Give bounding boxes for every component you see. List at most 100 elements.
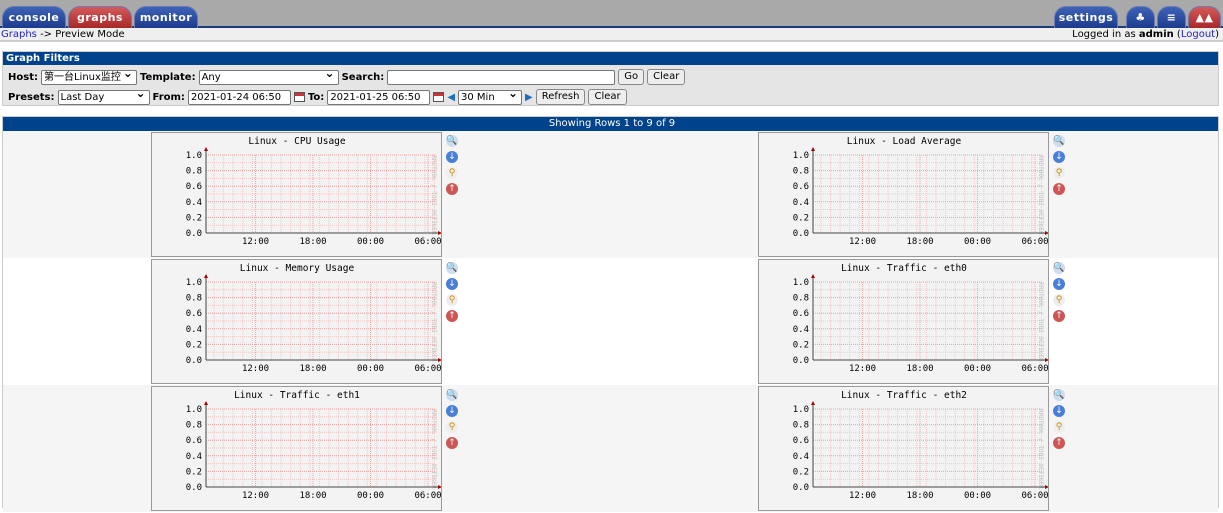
graph-row: Linux - Traffic - eth1 bits per second RRD… (3, 385, 1218, 512)
logout-link[interactable]: Logout (1180, 29, 1216, 40)
zoom-properties-icon[interactable]: ⚲ (1053, 421, 1065, 433)
x-tick-label: 06:00 (1021, 491, 1048, 501)
zoom-icon[interactable]: 🔍 (446, 389, 458, 401)
zoom-properties-icon[interactable]: ⚲ (446, 167, 458, 179)
zoom-icon[interactable]: 🔍 (446, 135, 458, 147)
watermark: RRDTOOL / TOBI OETIKER (430, 282, 437, 362)
preview-view-icon[interactable]: ▲▲ (1188, 6, 1221, 28)
y-tick-label: 0.6 (793, 309, 809, 319)
tab-monitor[interactable]: monitor (134, 6, 198, 28)
go-button[interactable]: Go (618, 69, 645, 85)
timespan-select[interactable]: 30 Min (458, 87, 523, 105)
y-tick-label: 0.2 (793, 467, 809, 477)
tab-settings[interactable]: settings (1054, 6, 1118, 28)
clear-search-button[interactable]: Clear (647, 69, 686, 85)
time-graph-icon[interactable]: ↑ (446, 183, 458, 195)
export-csv-icon[interactable]: ↓ (446, 405, 458, 417)
x-tick-label: 06:00 (414, 364, 441, 374)
y-tick-label: 1.0 (186, 405, 202, 415)
y-tick-label: 0.8 (186, 294, 202, 304)
export-csv-icon[interactable]: ↓ (1053, 405, 1065, 417)
refresh-button[interactable]: Refresh (535, 89, 586, 105)
graph-filters-title: Graph Filters (3, 52, 1218, 65)
results-header: Showing Rows 1 to 9 of 9 (3, 117, 1218, 131)
y-tick-label: 0.8 (186, 421, 202, 431)
graph-image[interactable]: Linux - Load Average processes in the run… (758, 132, 1049, 257)
y-tick-label: 0.6 (186, 182, 202, 192)
host-select[interactable]: 第一台Linux监控 (40, 67, 137, 85)
search-input[interactable] (387, 69, 616, 85)
export-csv-icon[interactable]: ↓ (446, 151, 458, 163)
tab-console[interactable]: console (2, 6, 66, 28)
y-axis-label: bits per second (154, 408, 164, 489)
from-calendar-icon[interactable] (293, 92, 305, 102)
zoom-icon[interactable]: 🔍 (1053, 262, 1065, 274)
top-nav: console graphs monitor settings ♣ ≡ ▲▲ (0, 0, 1223, 28)
y-axis-arrow (811, 401, 815, 405)
to-input[interactable]: 2021-01-25 06:50 (327, 89, 431, 105)
y-axis-label: processes in the run queue (761, 133, 771, 256)
y-axis-label: bits per second (761, 408, 771, 489)
to-calendar-icon[interactable] (433, 92, 445, 102)
y-axis-arrow (204, 401, 208, 405)
presets-select[interactable]: Last Day (57, 87, 150, 105)
graph-image[interactable]: Linux - Memory Usage bytes RRDTOOL / TOBI … (151, 259, 442, 384)
to-label: To: (307, 91, 325, 103)
breadcrumb-graphs-link[interactable]: Graphs (1, 29, 37, 40)
graph-image[interactable]: Linux - Traffic - eth0 bits per second RRD… (758, 259, 1049, 384)
list-view-icon[interactable]: ≡ (1157, 6, 1186, 28)
zoom-properties-icon[interactable]: ⚲ (446, 421, 458, 433)
time-graph-icon[interactable]: ↑ (1053, 437, 1065, 449)
y-axis-label: percent (154, 176, 164, 214)
graph-image[interactable]: Linux - Traffic - eth2 bits per second RRD… (758, 386, 1049, 511)
template-select[interactable]: Any (198, 67, 339, 85)
y-tick-label: 0.8 (793, 167, 809, 177)
x-tick-label: 06:00 (1021, 364, 1048, 374)
clear-time-button[interactable]: Clear (588, 89, 627, 105)
x-axis-arrow (1045, 485, 1049, 489)
export-csv-icon[interactable]: ↓ (1053, 151, 1065, 163)
x-tick-label: 12:00 (242, 364, 269, 374)
zoom-properties-icon[interactable]: ⚲ (1053, 294, 1065, 306)
y-tick-label: 0.6 (186, 309, 202, 319)
zoom-icon[interactable]: 🔍 (1053, 389, 1065, 401)
x-tick-label: 18:00 (906, 237, 933, 247)
y-tick-label: 0.0 (186, 483, 202, 493)
graph-filters: Graph Filters Host: 第一台Linux监控 Template:… (2, 51, 1219, 106)
y-tick-label: 0.0 (793, 356, 809, 366)
y-tick-label: 1.0 (793, 278, 809, 288)
x-tick-label: 06:00 (414, 237, 441, 247)
y-tick-label: 0.4 (793, 198, 809, 208)
shift-left-icon[interactable]: ◀ (447, 91, 456, 103)
zoom-properties-icon[interactable]: ⚲ (446, 294, 458, 306)
x-tick-label: 12:00 (849, 491, 876, 501)
x-tick-label: 18:00 (299, 491, 326, 501)
from-input[interactable]: 2021-01-24 06:50 (187, 89, 291, 105)
tree-view-icon[interactable]: ♣ (1126, 6, 1155, 28)
time-graph-icon[interactable]: ↑ (446, 437, 458, 449)
zoom-properties-icon[interactable]: ⚲ (1053, 167, 1065, 179)
x-tick-label: 06:00 (414, 491, 441, 501)
time-graph-icon[interactable]: ↑ (1053, 310, 1065, 322)
time-graph-icon[interactable]: ↑ (446, 310, 458, 322)
y-tick-label: 0.2 (186, 213, 202, 223)
export-csv-icon[interactable]: ↓ (1053, 278, 1065, 290)
zoom-icon[interactable]: 🔍 (446, 262, 458, 274)
graph-image[interactable]: Linux - CPU Usage percent RRDTOOL / TOBI O… (151, 132, 442, 257)
zoom-icon[interactable]: 🔍 (1053, 135, 1065, 147)
x-axis-arrow (438, 358, 442, 362)
y-tick-label: 0.6 (793, 182, 809, 192)
shift-right-icon[interactable]: ▶ (525, 91, 533, 103)
y-tick-label: 0.0 (793, 483, 809, 493)
export-csv-icon[interactable]: ↓ (446, 278, 458, 290)
breadcrumb-separator: -> (36, 29, 56, 40)
tab-graphs[interactable]: graphs (68, 6, 132, 28)
x-tick-label: 00:00 (964, 364, 991, 374)
graph-image[interactable]: Linux - Traffic - eth1 bits per second RRD… (151, 386, 442, 511)
graph-row: Linux - Memory Usage bytes RRDTOOL / TOBI … (3, 258, 1218, 385)
graph-title: Linux - CPU Usage (248, 136, 346, 147)
y-tick-label: 0.4 (186, 325, 202, 335)
time-graph-icon[interactable]: ↑ (1053, 183, 1065, 195)
x-tick-label: 18:00 (906, 491, 933, 501)
x-tick-label: 00:00 (357, 364, 384, 374)
